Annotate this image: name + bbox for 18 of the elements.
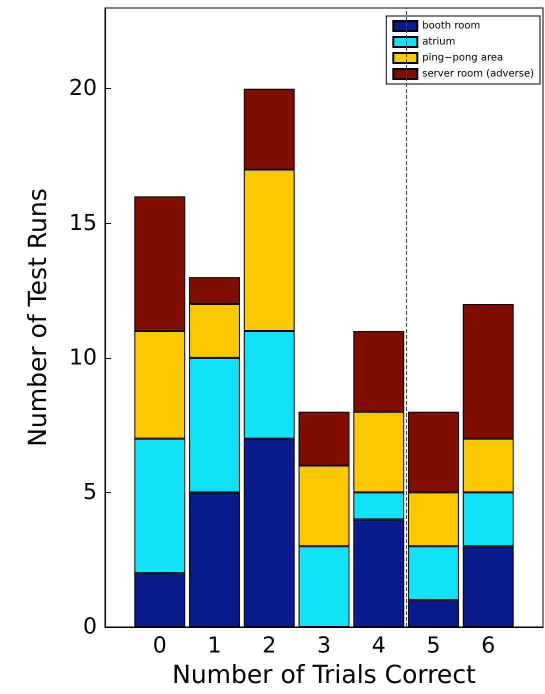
legend-label: booth room — [422, 20, 480, 32]
x-tick-label: 0 — [152, 634, 167, 658]
x-tick-label: 3 — [317, 634, 331, 658]
legend-label: ping−pong area — [422, 52, 504, 64]
x-tick-label: 4 — [372, 634, 386, 658]
x-tick-label: 6 — [481, 634, 496, 658]
y-tick-label: 5 — [83, 480, 97, 505]
y-tick-label: 15 — [69, 210, 97, 236]
x-tick-label: 2 — [262, 634, 276, 658]
y-tick-label: 10 — [69, 345, 97, 370]
y-tick-label: 0 — [83, 614, 97, 640]
x-tick-label: 1 — [208, 634, 222, 658]
legend-label: atrium — [422, 36, 456, 48]
x-tick-label: 5 — [426, 634, 440, 658]
x-axis-title: Number of Trials Correct — [172, 660, 476, 689]
y-tick-label: 20 — [69, 76, 97, 102]
legend-label: server room (adverse) — [422, 68, 534, 80]
y-axis-title: Number of Test Runs — [23, 188, 52, 447]
